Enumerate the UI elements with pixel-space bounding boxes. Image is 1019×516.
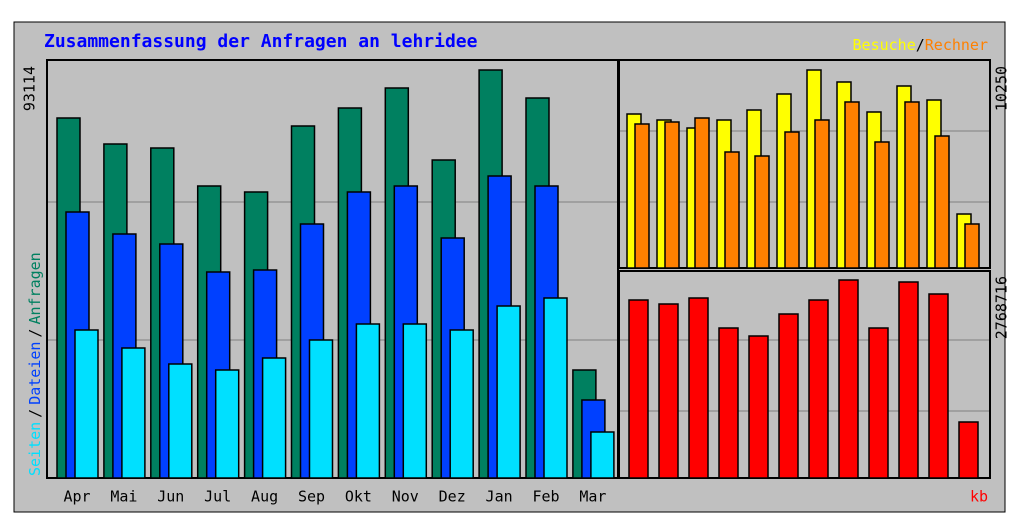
bar [634, 123, 650, 269]
x-tick-label: Nov [392, 488, 419, 506]
bar [724, 151, 740, 269]
bar [694, 117, 710, 269]
bar [778, 313, 799, 479]
bar [754, 155, 770, 269]
bar [308, 339, 334, 479]
bar [718, 327, 739, 479]
x-tick-label: Apr [63, 488, 90, 506]
bar [928, 293, 949, 479]
bar [934, 135, 950, 269]
panel [618, 270, 991, 479]
y-tick-label: 2768716 [993, 276, 1011, 339]
legend-separator: / [26, 409, 44, 418]
x-tick-label: Feb [532, 488, 559, 506]
chart-title: Zusammenfassung der Anfragen an lehridee [44, 31, 478, 52]
x-tick-label: Aug [251, 488, 278, 506]
bar [814, 119, 830, 269]
legend-separator: / [916, 36, 925, 54]
x-tick-label: Mai [110, 488, 137, 506]
bar [402, 323, 428, 479]
x-tick-label: Okt [345, 488, 372, 506]
y-tick-label: 10250 [993, 66, 1011, 111]
x-tick-label: Dez [439, 488, 466, 506]
x-tick-label: Jun [157, 488, 184, 506]
legend: Seiten / Dateien / Anfragen [26, 252, 44, 476]
bar [543, 297, 568, 479]
bar [784, 131, 800, 269]
legend-entry: kb [970, 488, 988, 506]
legend-separator: / [26, 329, 44, 338]
bar [964, 223, 980, 269]
bar [808, 299, 829, 479]
bar [844, 101, 860, 269]
bar [261, 357, 287, 479]
bar [628, 299, 649, 479]
legend-entry: Dateien [26, 342, 44, 405]
bar [958, 421, 979, 479]
bar [168, 363, 193, 479]
x-tick-label: Jan [486, 488, 513, 506]
bar [74, 329, 99, 479]
bar [874, 141, 890, 269]
bar [590, 431, 615, 479]
bar [838, 279, 859, 479]
bar [658, 303, 679, 479]
legend-entry: Rechner [925, 36, 988, 54]
bar [898, 281, 919, 479]
x-tick-label: Mar [579, 488, 606, 506]
legend-entry: Anfragen [26, 252, 44, 324]
bar [355, 323, 381, 479]
x-tick-label: Sep [298, 488, 325, 506]
legend-entry: Besuche [853, 36, 916, 54]
legend-entry: Seiten [26, 422, 44, 476]
bar [904, 101, 920, 269]
bar [214, 369, 240, 479]
bar [868, 327, 889, 479]
legend: Besuche/Rechner [853, 36, 988, 54]
y-tick-label: 93114 [21, 66, 39, 111]
bar [748, 335, 769, 479]
bar [496, 305, 521, 479]
bar [688, 297, 709, 479]
bar [449, 329, 474, 479]
bar [664, 121, 680, 269]
x-tick-label: Jul [204, 488, 231, 506]
bar [121, 347, 146, 479]
